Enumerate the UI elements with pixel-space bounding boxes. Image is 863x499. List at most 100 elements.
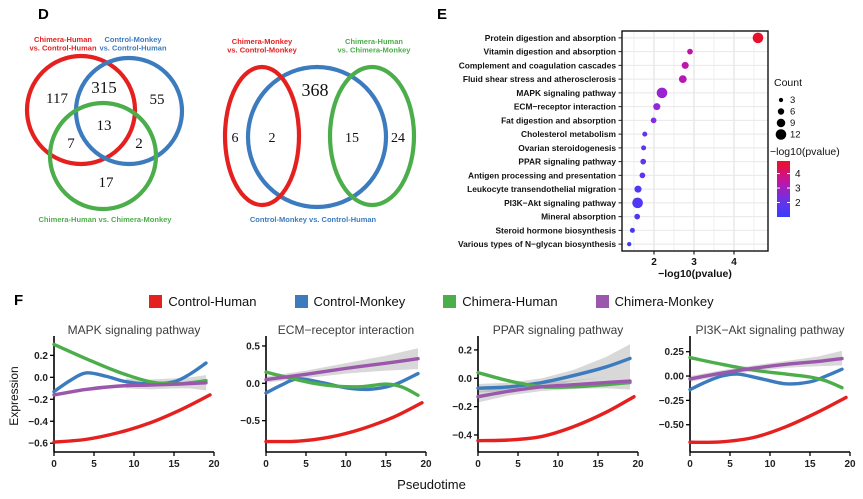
pathway-label: ECM−receptor interaction — [514, 102, 616, 112]
x-tick-label: 4 — [731, 257, 737, 268]
x-tick-label: 10 — [552, 459, 564, 470]
legend-label: Chimera-Human — [462, 294, 558, 309]
y-tick-label: 0.25 — [665, 347, 685, 358]
y-tick-label: −0.4 — [28, 417, 48, 428]
pathway-label: Steroid hormone biosynthesis — [495, 225, 616, 235]
y-tick-label: −0.4 — [452, 430, 472, 441]
pathway-label: Mineral absorption — [541, 212, 616, 222]
expression-curve-chimera-monkey — [52, 381, 208, 397]
venn-set-ellipse-1 — [245, 64, 389, 210]
legend-label: Control-Human — [168, 294, 257, 309]
legend-swatch — [149, 295, 163, 308]
x-tick-label: 5 — [91, 459, 97, 470]
x-tick-label: 0 — [687, 459, 693, 470]
count-legend-title: Count — [774, 77, 802, 89]
pathway-label: Ovarian steroidogenesis — [518, 143, 616, 153]
venn2-set-a-label: vs. Control-Monkey — [227, 46, 297, 55]
venn-count-AB: 2 — [269, 131, 276, 146]
x-tick-label: 2 — [651, 257, 657, 268]
legend-item-chimera-monkey: Chimera-Monkey — [595, 294, 714, 309]
legend-label: Chimera-Monkey — [614, 294, 714, 309]
x-tick-label: 10 — [128, 459, 140, 470]
pathway-label: Fluid shear stress and atherosclerosis — [463, 74, 616, 84]
pathway-label: Protein digestion and absorption — [485, 33, 616, 43]
legend-swatch — [443, 295, 457, 308]
pathway-label: Various types of N−glycan biosynthesis — [458, 239, 616, 249]
plot-border — [621, 30, 769, 252]
enrichment-dot — [641, 145, 647, 151]
x-tick-label: 5 — [303, 459, 309, 470]
venn-count-ABC: 13 — [97, 118, 112, 134]
y-tick-label: 0.0 — [34, 373, 48, 384]
legend-swatch — [294, 295, 308, 308]
enrichment-dot — [634, 185, 642, 193]
venn1-set-c-label: Chimera-Human vs. Chimera-Monkey — [39, 215, 173, 224]
venn-set-circle-2 — [47, 100, 159, 212]
x-tick-label: 3 — [691, 257, 697, 268]
venn-count-BC: 2 — [135, 136, 143, 152]
legend-item-control-human: Control-Human — [149, 294, 257, 309]
count-legend-dot — [778, 97, 784, 103]
y-axis-title: Expression — [8, 366, 21, 425]
pvalue-colorbar — [777, 161, 790, 217]
venn1-set-b-label: vs. Control-Human — [99, 44, 167, 53]
y-tick-label: −0.5 — [240, 416, 260, 427]
expression-curve-control-human — [688, 395, 848, 444]
expression-curve-control-human — [476, 395, 636, 443]
count-legend-value: 6 — [790, 107, 795, 118]
pathway-label: Leukocyte transendothelial migration — [467, 184, 616, 194]
x-tick-label: 15 — [168, 459, 180, 470]
y-tick-label: 0.0 — [246, 379, 260, 390]
legend-item-control-monkey: Control-Monkey — [294, 294, 405, 309]
venn-count-A: 117 — [46, 91, 68, 107]
pathway-label: Cholesterol metabolism — [521, 129, 616, 139]
venn-count-B: 55 — [150, 92, 165, 108]
count-legend-dot — [776, 118, 786, 128]
expression-curve-chimera-monkey — [264, 356, 420, 382]
expression-curve-chimera-human — [688, 355, 844, 390]
colorbar-tick-label: 2 — [795, 198, 801, 209]
plot-title: ECM−receptor interaction — [278, 323, 414, 337]
enrichment-dot — [642, 131, 648, 137]
line-plot-ecm-receptor-interaction: ECM−receptor interaction 0.5 0.0 −0.5 0 5 10 15… — [240, 323, 432, 470]
venn1-set-a-label: Chimera-Human — [34, 35, 92, 44]
venn-count-AC: 7 — [67, 136, 75, 152]
line-plot-mapk-signaling-pathway: MAPK signaling pathway Expression 0.2 0.0 −0… — [8, 323, 220, 470]
y-tick-label: 0.2 — [458, 345, 472, 356]
enrichment-dot — [678, 75, 687, 84]
colorbar-tick-label: 4 — [795, 169, 801, 180]
panel-d-label: D — [38, 6, 49, 23]
venn-set-ellipse-2 — [327, 64, 417, 208]
venn-set-ellipse-0 — [222, 64, 302, 208]
pseudotime-expression-plots: MAPK signaling pathway Expression 0.2 0.0 −0… — [8, 322, 856, 480]
x-axis-title: −log10(pvalue) — [658, 268, 732, 280]
plot-title: PI3K−Akt signaling pathway — [695, 323, 844, 337]
enrichment-dot — [650, 117, 657, 124]
x-tick-label: 10 — [764, 459, 776, 470]
venn2-set-c-label: vs. Chimera-Monkey — [338, 46, 412, 55]
expression-curve-chimera-monkey — [476, 379, 632, 399]
expression-curve-control-human — [52, 393, 212, 444]
enrichment-dot — [640, 158, 647, 165]
count-legend-value: 12 — [790, 130, 801, 141]
x-tick-label: 5 — [727, 459, 733, 470]
y-tick-label: −0.6 — [28, 439, 48, 450]
enrichment-dot — [629, 227, 635, 233]
pathway-label: Antigen processing and presentation — [468, 170, 616, 180]
venn1-set-b-label: Control-Monkey — [104, 35, 162, 44]
pvalue-legend-title: −log10(pvalue) — [770, 146, 840, 158]
x-tick-label: 15 — [380, 459, 392, 470]
panel-f-label: F — [14, 292, 24, 309]
pathway-label: Vitamin digestion and absorption — [484, 47, 616, 57]
y-tick-label: −0.50 — [659, 420, 685, 431]
x-tick-label: 15 — [804, 459, 816, 470]
expression-curve-chimera-human — [264, 370, 420, 397]
legend-item-chimera-human: Chimera-Human — [443, 294, 558, 309]
kegg-enrichment-dotplot: Protein digestion and absorption Vitamin … — [458, 30, 840, 280]
pathway-label: PPAR signaling pathway — [518, 157, 616, 167]
enrichment-dot — [687, 48, 693, 55]
enrichment-dot — [681, 61, 689, 69]
x-tick-label: 20 — [420, 459, 432, 470]
expression-curve-control-human — [264, 401, 424, 444]
